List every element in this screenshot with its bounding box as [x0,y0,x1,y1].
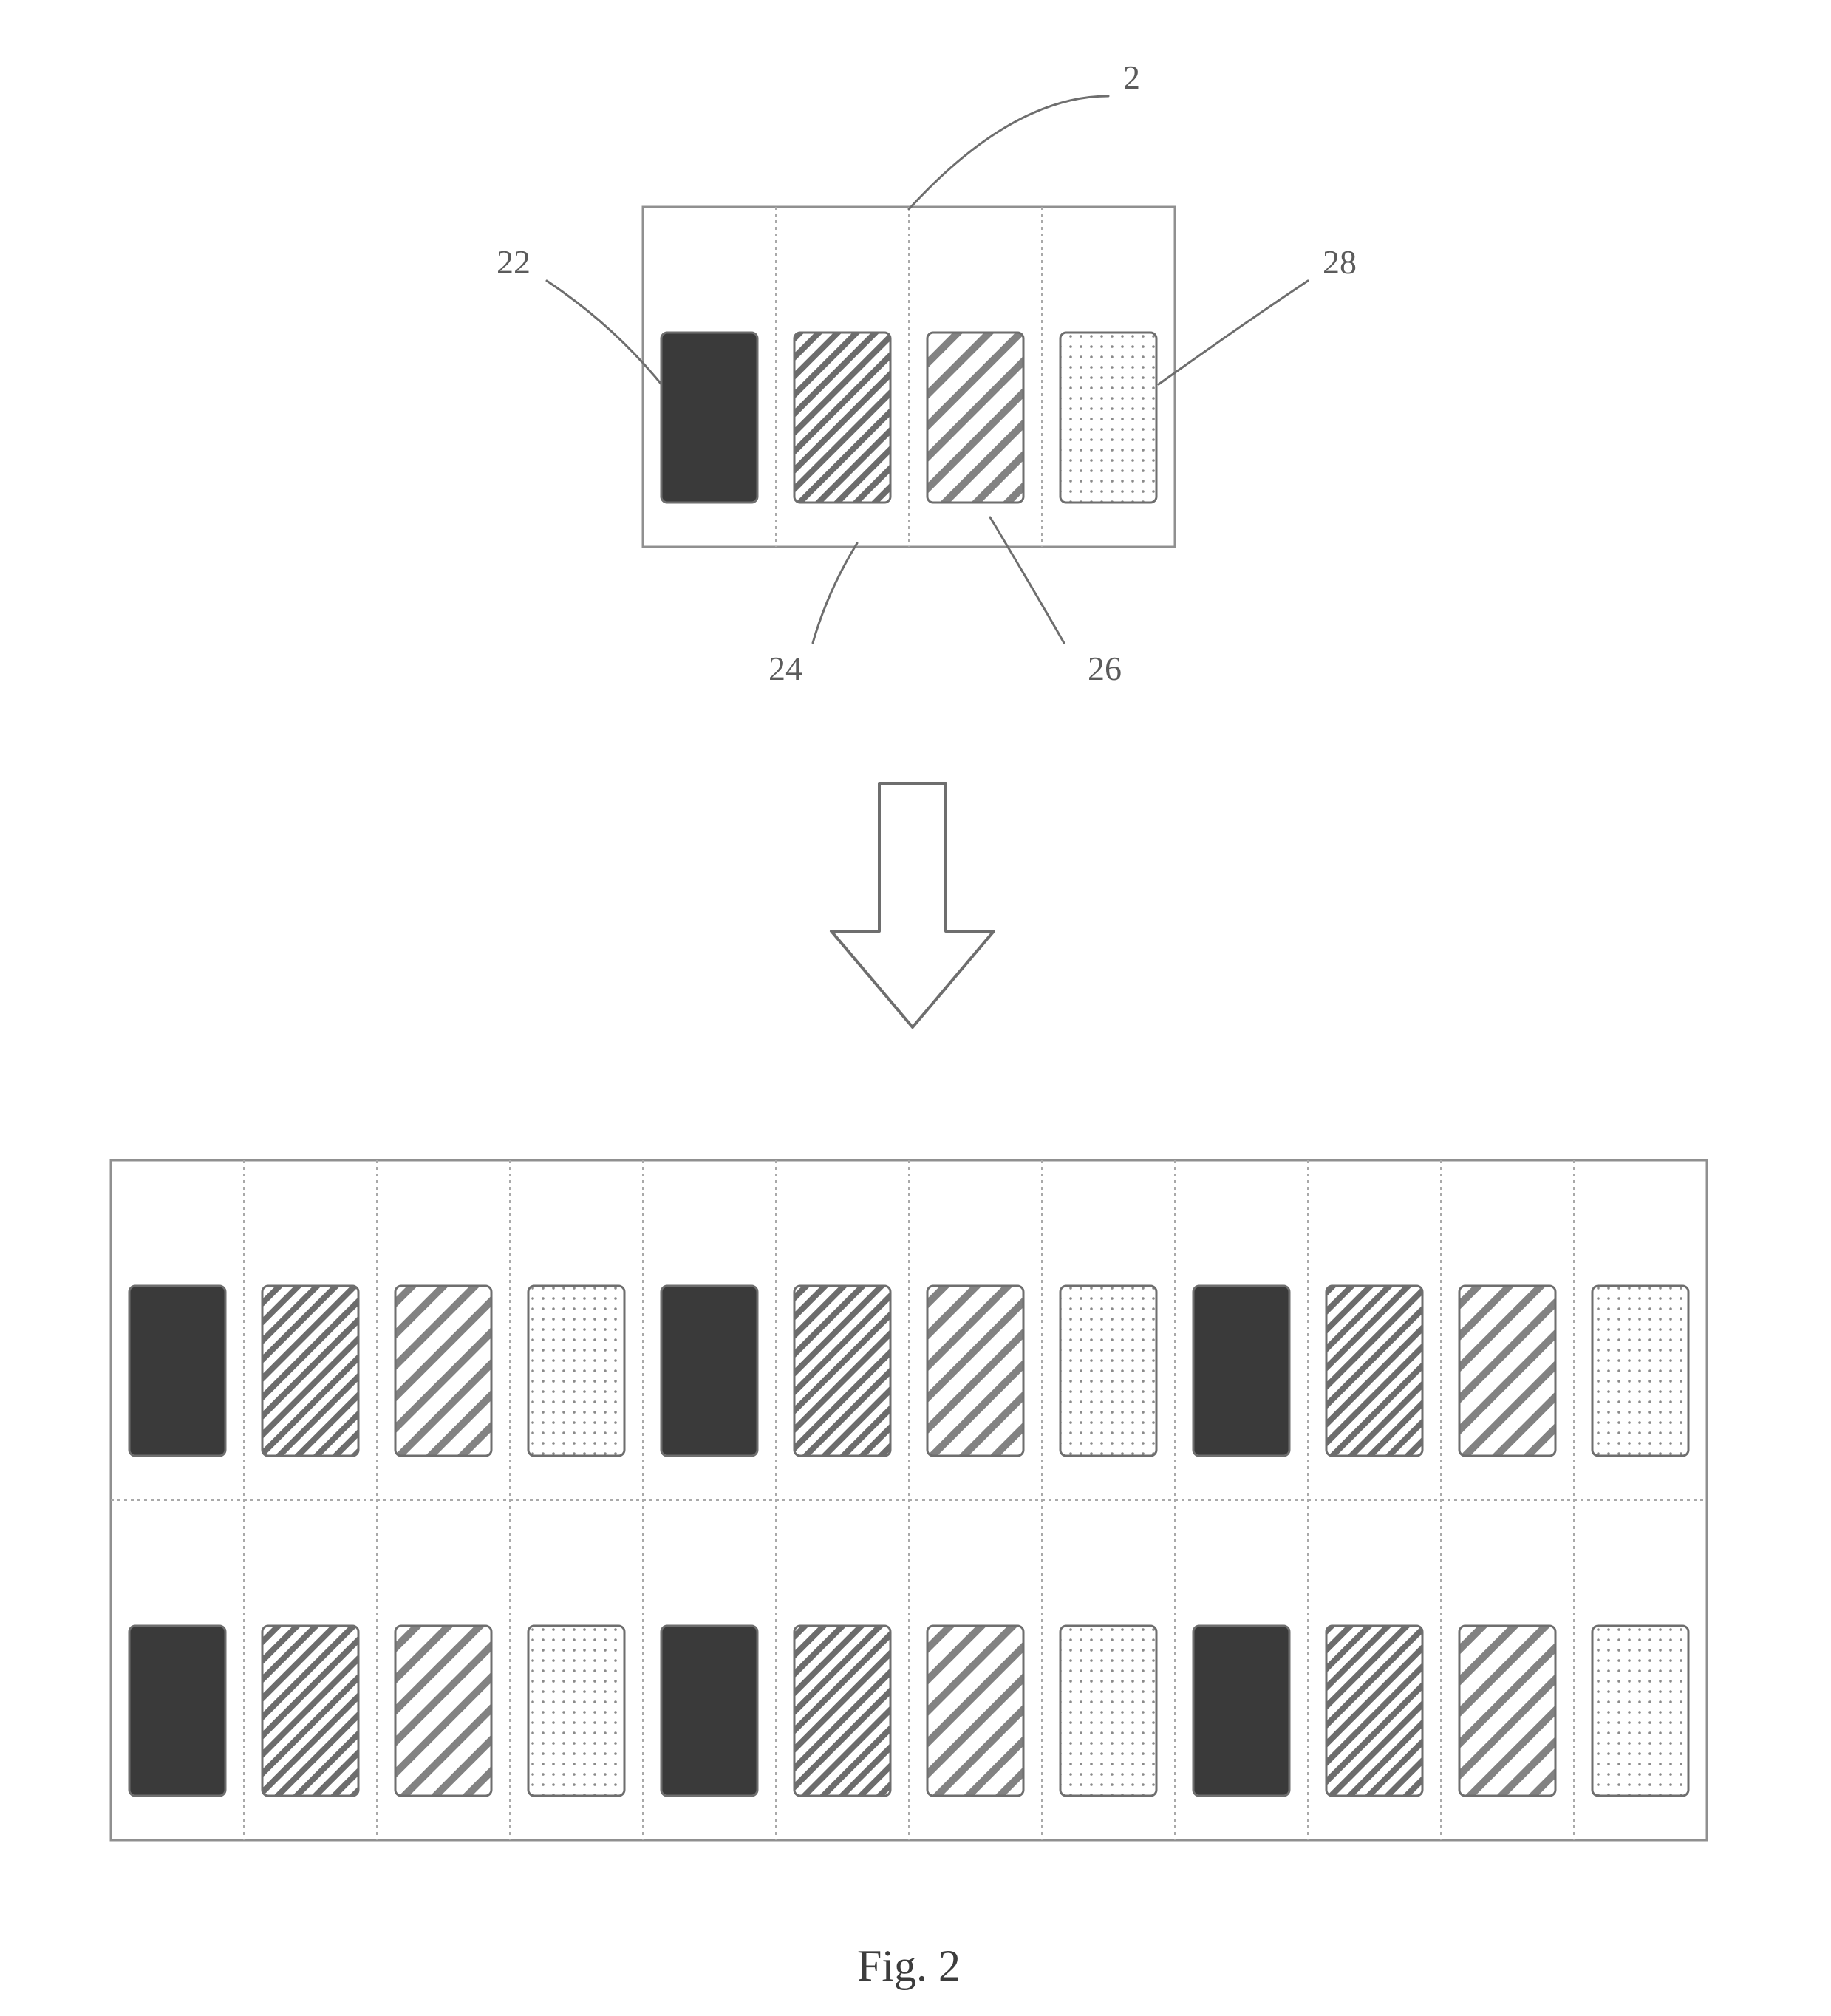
leader-2 [909,96,1108,209]
pixel-unit-subpixel-hatch2 [927,333,1023,503]
ref-label-2: 2 [1123,58,1140,96]
ref-label-24: 24 [768,650,802,687]
panel-subpixel-solid [1193,1626,1289,1796]
panel-subpixel-solid [1193,1286,1289,1456]
panel-subpixel-hatch1 [262,1286,358,1456]
leader-26 [990,517,1064,643]
panel-subpixel-solid [661,1626,757,1796]
panel-subpixel-hatch2 [1459,1286,1555,1456]
leader-24 [813,543,857,643]
panel-subpixel-hatch1 [794,1626,890,1796]
pixel-unit-subpixel-dots [1060,333,1156,503]
panel-subpixel-hatch2 [927,1626,1023,1796]
panel-subpixel-hatch2 [1459,1626,1555,1796]
panel-subpixel-hatch1 [1326,1626,1422,1796]
panel-subpixel-hatch2 [927,1286,1023,1456]
panel-subpixel-hatch2 [395,1286,491,1456]
panel-subpixel-solid [129,1286,225,1456]
panel-subpixel-dots [1592,1626,1688,1796]
panel-subpixel-solid [661,1286,757,1456]
panel-subpixel-hatch2 [395,1626,491,1796]
panel-subpixel-dots [1592,1286,1688,1456]
ref-label-26: 26 [1088,650,1122,687]
panel-subpixel-dots [528,1626,624,1796]
panel-subpixel-dots [1060,1286,1156,1456]
pixel-unit-subpixel-hatch1 [794,333,890,503]
panel-subpixel-dots [1060,1626,1156,1796]
leader-28 [1159,281,1308,384]
panel-subpixel-solid [129,1626,225,1796]
panel-subpixel-hatch1 [794,1286,890,1456]
pixel-unit-subpixel-solid [661,333,757,503]
ref-label-28: 28 [1323,243,1357,281]
panel-subpixel-hatch1 [1326,1286,1422,1456]
ref-label-22: 22 [497,243,531,281]
panel-subpixel-dots [528,1286,624,1456]
figure-caption: Fig. 2 [857,1941,961,1990]
panel-subpixel-hatch1 [262,1626,358,1796]
leader-22 [547,281,661,384]
arrow-down-icon [831,783,994,1027]
